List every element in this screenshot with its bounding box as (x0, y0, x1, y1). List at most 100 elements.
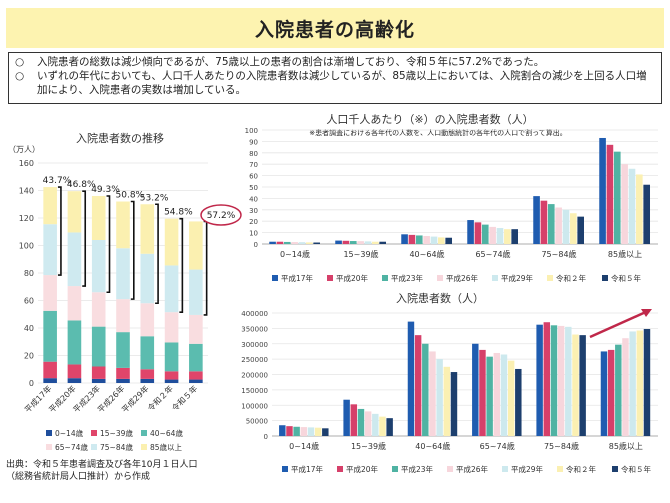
bar-segment (164, 312, 179, 343)
legend-swatch (141, 444, 147, 450)
bar (286, 426, 293, 436)
bar-segment (140, 303, 155, 337)
bar-segment (67, 378, 82, 383)
bar (474, 222, 482, 244)
bar-segment (67, 191, 82, 233)
bar-segment (116, 378, 130, 383)
legend-label: 令和５年 (611, 273, 641, 283)
bar-segment (189, 343, 203, 372)
page-title: 入院患者の高齢化 (254, 18, 415, 41)
legend-label: 65~74歳 (55, 442, 88, 452)
bar-segment (116, 248, 130, 300)
bar (443, 366, 451, 436)
bar (401, 234, 408, 244)
y-tick-label: 20 (24, 352, 34, 361)
y-tick-label: 100 (19, 242, 34, 251)
legend-label: 40~64歳 (150, 428, 183, 438)
bar-segment (91, 326, 106, 367)
legend-swatch (602, 275, 608, 281)
bar (562, 209, 570, 244)
legend-swatch (337, 466, 343, 472)
bar (436, 359, 443, 436)
legend-swatch (492, 275, 498, 281)
x-tick-label: 令和２年 (145, 383, 175, 413)
y-tick-label: 150000 (241, 387, 268, 395)
bar (307, 427, 315, 436)
share-label-highlight: 57.2% (207, 211, 236, 221)
bar (607, 349, 615, 436)
y-tick-label: 100000 (241, 402, 268, 410)
bar (372, 241, 379, 244)
legend-label: 平成23年 (391, 273, 424, 283)
legend-swatch (392, 466, 398, 472)
bar-segment (164, 265, 179, 313)
bar-segment (189, 221, 203, 270)
share-label: 54.8% (164, 208, 193, 218)
bullet-icon: ○ (15, 70, 25, 82)
bar-segment (43, 310, 57, 362)
bar (313, 242, 321, 244)
note-item: ○ いずれの年代においても、人口千人あたりの入院患者数は減少しているが、85歳以… (15, 69, 655, 97)
bar (555, 207, 562, 244)
bar (472, 343, 479, 436)
bar-segment (91, 196, 106, 240)
y-tick-label: 120 (19, 214, 34, 223)
summary-notes: ○ 入院患者の総数は減少傾向であるが、75歳以上の患者の割合は漸増しており、令和… (8, 52, 662, 104)
bar (276, 241, 284, 244)
legend-swatch (447, 466, 453, 472)
bar (622, 338, 629, 436)
bar (636, 174, 643, 244)
bar (350, 404, 358, 436)
bar-segment (189, 379, 203, 383)
legend-swatch (557, 466, 563, 472)
chart-title: 入院患者数（人） (396, 291, 484, 305)
y-tick-label: 20 (249, 218, 258, 226)
bar-segment (91, 378, 106, 383)
bar (479, 349, 486, 436)
bar (422, 343, 429, 436)
bar-segment (43, 187, 57, 225)
bar (430, 236, 438, 244)
bar (615, 344, 622, 436)
bar (364, 241, 372, 244)
y-tick-label: 80 (24, 269, 34, 278)
bullet-icon: ○ (15, 56, 25, 68)
y-tick-label: 0 (254, 241, 258, 249)
bar-segment (91, 366, 106, 379)
legend-swatch (612, 466, 618, 472)
y-tick-label: 60 (249, 173, 258, 181)
legend-label: 平成17年 (291, 464, 324, 474)
share-bracket (82, 190, 87, 287)
y-tick-label: 200000 (241, 372, 268, 380)
title-banner: 入院患者の高齢化 (6, 8, 664, 48)
bar-segment (140, 336, 155, 370)
x-tick-label: 40~64歳 (415, 441, 450, 451)
bar-segment (140, 378, 155, 383)
x-tick-label: 85歳以上 (608, 249, 642, 259)
bar (293, 426, 300, 436)
bar-segment (67, 286, 82, 321)
bar (343, 399, 350, 436)
bar (511, 229, 519, 244)
bar (423, 236, 430, 244)
bar-segment (43, 275, 57, 311)
bar-segment (116, 299, 130, 333)
y-tick-label: 40 (249, 195, 258, 203)
share-label: 53.2% (140, 193, 169, 203)
bar (269, 241, 276, 244)
bar (429, 351, 436, 436)
legend-label: 15~39歳 (100, 428, 133, 438)
highlight-circle (200, 204, 242, 226)
y-tick-label: 50 (249, 184, 258, 192)
legend-label: 平成26年 (456, 464, 489, 474)
x-tick-label: 平成29年 (119, 383, 150, 414)
bar (386, 418, 393, 436)
bar-segment (189, 314, 203, 344)
bar (533, 196, 540, 244)
share-bracket (106, 195, 111, 294)
legend-label: 令和２年 (566, 464, 596, 474)
x-tick-label: 65~74歳 (480, 441, 515, 451)
share-bracket (155, 203, 159, 305)
bar-segment (91, 292, 106, 327)
bar (335, 240, 342, 244)
